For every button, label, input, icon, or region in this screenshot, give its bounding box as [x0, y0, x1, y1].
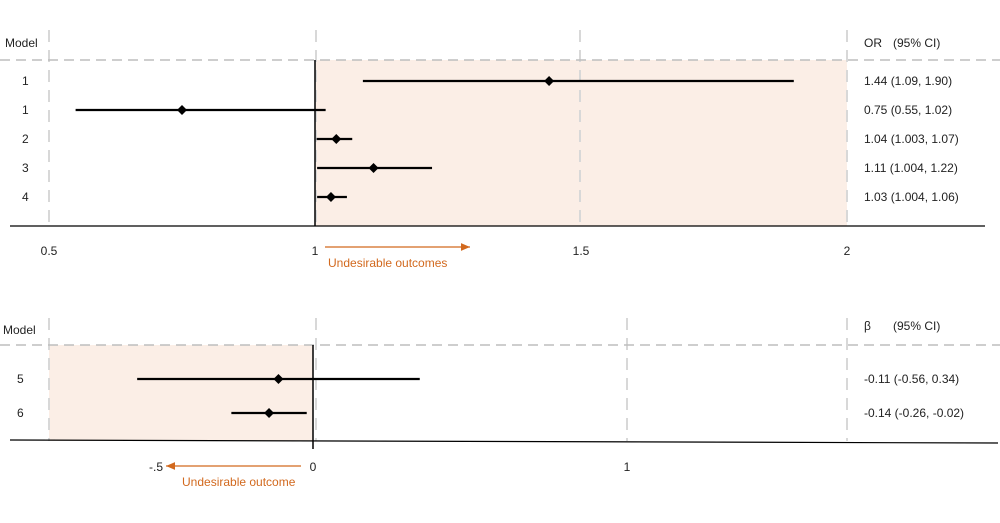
- point-estimate: [544, 76, 555, 86]
- x-tick-label: 1.5: [573, 244, 590, 258]
- data-row: 3 1.11 (1.004, 1.22): [22, 161, 958, 175]
- shaded-region: [49, 345, 313, 441]
- ci-text: 1.11 (1.004, 1.22): [864, 161, 958, 175]
- model-label: 1: [22, 74, 29, 88]
- direction-annotation: Undesirable outcome: [182, 475, 296, 489]
- data-row: 1 0.75 (0.55, 1.02): [22, 103, 952, 117]
- point-estimate: [331, 134, 342, 144]
- rows: 1 1.44 (1.09, 1.90) 1 0.75 (0.55, 1.02) 2 1.0…: [22, 74, 959, 204]
- rows: 5 -0.11 (-0.56, 0.34) 6 -0.14 (-0.26, -0.02…: [17, 372, 964, 420]
- point-estimate: [177, 105, 187, 115]
- model-label: 6: [17, 406, 24, 420]
- model-label: 4: [22, 190, 29, 204]
- ci-text: 1.44 (1.09, 1.90): [864, 74, 952, 88]
- header-estimate: OR: [864, 36, 882, 50]
- header-ci: (95% CI): [893, 319, 940, 333]
- x-tick-label: 1: [312, 244, 319, 258]
- ci-text: -0.14 (-0.26, -0.02): [864, 406, 964, 420]
- gridlines: [48, 30, 848, 226]
- x-tick-labels: -.5 0 1: [149, 460, 631, 474]
- x-tick-label: 1: [624, 460, 631, 474]
- data-row: 2 1.04 (1.003, 1.07): [22, 132, 959, 146]
- model-label: 2: [22, 132, 29, 146]
- model-label: 3: [22, 161, 29, 175]
- ci-text: 1.03 (1.004, 1.06): [864, 190, 959, 204]
- x-tick-label: 2: [844, 244, 851, 258]
- direction-annotation: Undesirable outcomes: [328, 256, 447, 270]
- point-estimate: [264, 408, 275, 418]
- header-ci: (95% CI): [893, 36, 940, 50]
- data-row: 5 -0.11 (-0.56, 0.34): [17, 372, 959, 386]
- point-estimate: [325, 192, 336, 202]
- data-row: 1 1.44 (1.09, 1.90): [22, 74, 952, 88]
- point-estimate: [273, 374, 284, 384]
- header-model: Model: [5, 36, 38, 50]
- x-tick-label: -.5: [149, 460, 163, 474]
- point-estimate: [368, 163, 379, 173]
- x-tick-label: 0.5: [41, 244, 58, 258]
- x-tick-label: 0: [310, 460, 317, 474]
- x-tick-labels: 0.5 1 1.5 2: [41, 244, 851, 258]
- ci-text: -0.11 (-0.56, 0.34): [864, 372, 959, 386]
- data-row: 4 1.03 (1.004, 1.06): [22, 190, 959, 204]
- model-label: 1: [22, 103, 29, 117]
- data-row: 6 -0.14 (-0.26, -0.02): [17, 406, 964, 420]
- ci-text: 0.75 (0.55, 1.02): [864, 103, 952, 117]
- panel-or: Model OR (95% CI) 1 1.44 (1.09, 1.90) 1 0.7…: [0, 30, 1000, 270]
- panel-beta: Model β (95% CI) 5 -0.11 (-0.56, 0.34) 6 -0…: [0, 318, 1000, 489]
- x-axis-line: [9, 439, 999, 444]
- ci-text: 1.04 (1.003, 1.07): [864, 132, 959, 146]
- model-label: 5: [17, 372, 24, 386]
- header-estimate: β: [864, 319, 871, 333]
- header-model: Model: [3, 323, 36, 337]
